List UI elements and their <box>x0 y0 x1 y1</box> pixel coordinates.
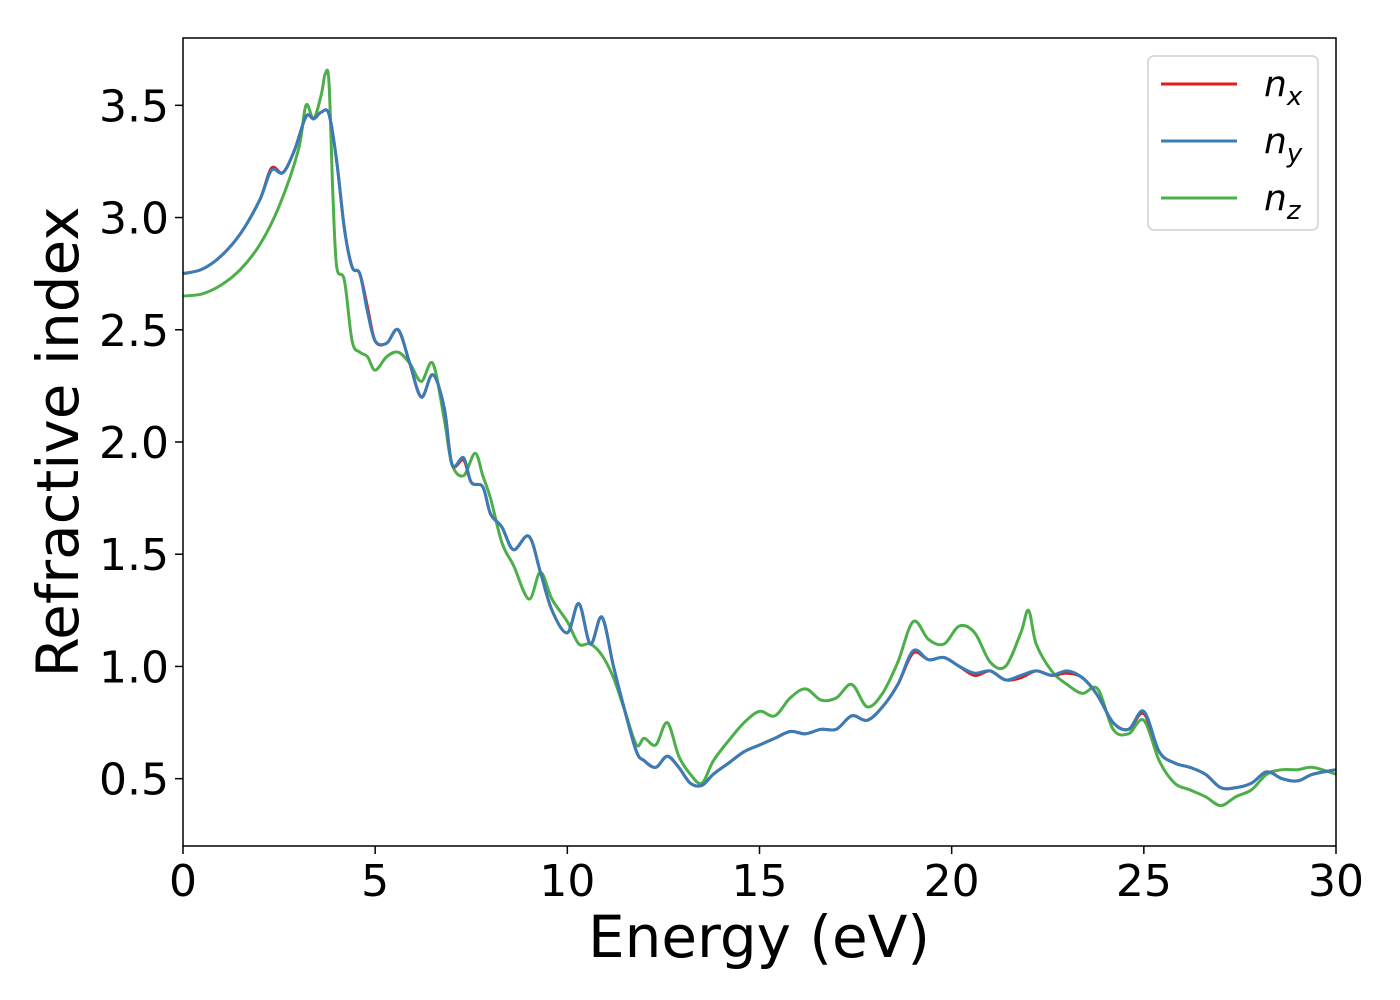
x-tick-label: 30 <box>1308 856 1364 907</box>
series-layer <box>182 68 1337 808</box>
y-tick-label: 1.0 <box>99 642 169 693</box>
x-tick-label: 15 <box>732 856 788 907</box>
series-line-nz <box>182 68 1337 808</box>
series-line-ny <box>182 108 1337 791</box>
y-axis-label: Refractive index <box>24 206 92 677</box>
y-tick-label: 2.5 <box>99 306 169 357</box>
y-tick-label: 3.5 <box>99 81 169 132</box>
legend-box <box>1147 55 1319 231</box>
x-tick-label: 0 <box>169 856 197 907</box>
y-axis: 0.5 1.0 1.5 2.0 2.5 3.0 3.5 <box>99 81 183 806</box>
x-tick-label: 10 <box>539 856 595 907</box>
y-tick-label: 1.5 <box>99 530 169 581</box>
y-tick-label: 3.0 <box>99 194 169 245</box>
x-tick-label: 25 <box>1116 856 1172 907</box>
y-tick-label: 0.5 <box>99 755 169 806</box>
x-axis: 0 5 10 15 20 25 30 <box>169 846 1364 907</box>
x-axis-label: Energy (eV) <box>588 903 930 971</box>
x-tick-label: 20 <box>924 856 980 907</box>
y-tick-label: 2.0 <box>99 418 169 469</box>
x-tick-label: 5 <box>361 856 389 907</box>
